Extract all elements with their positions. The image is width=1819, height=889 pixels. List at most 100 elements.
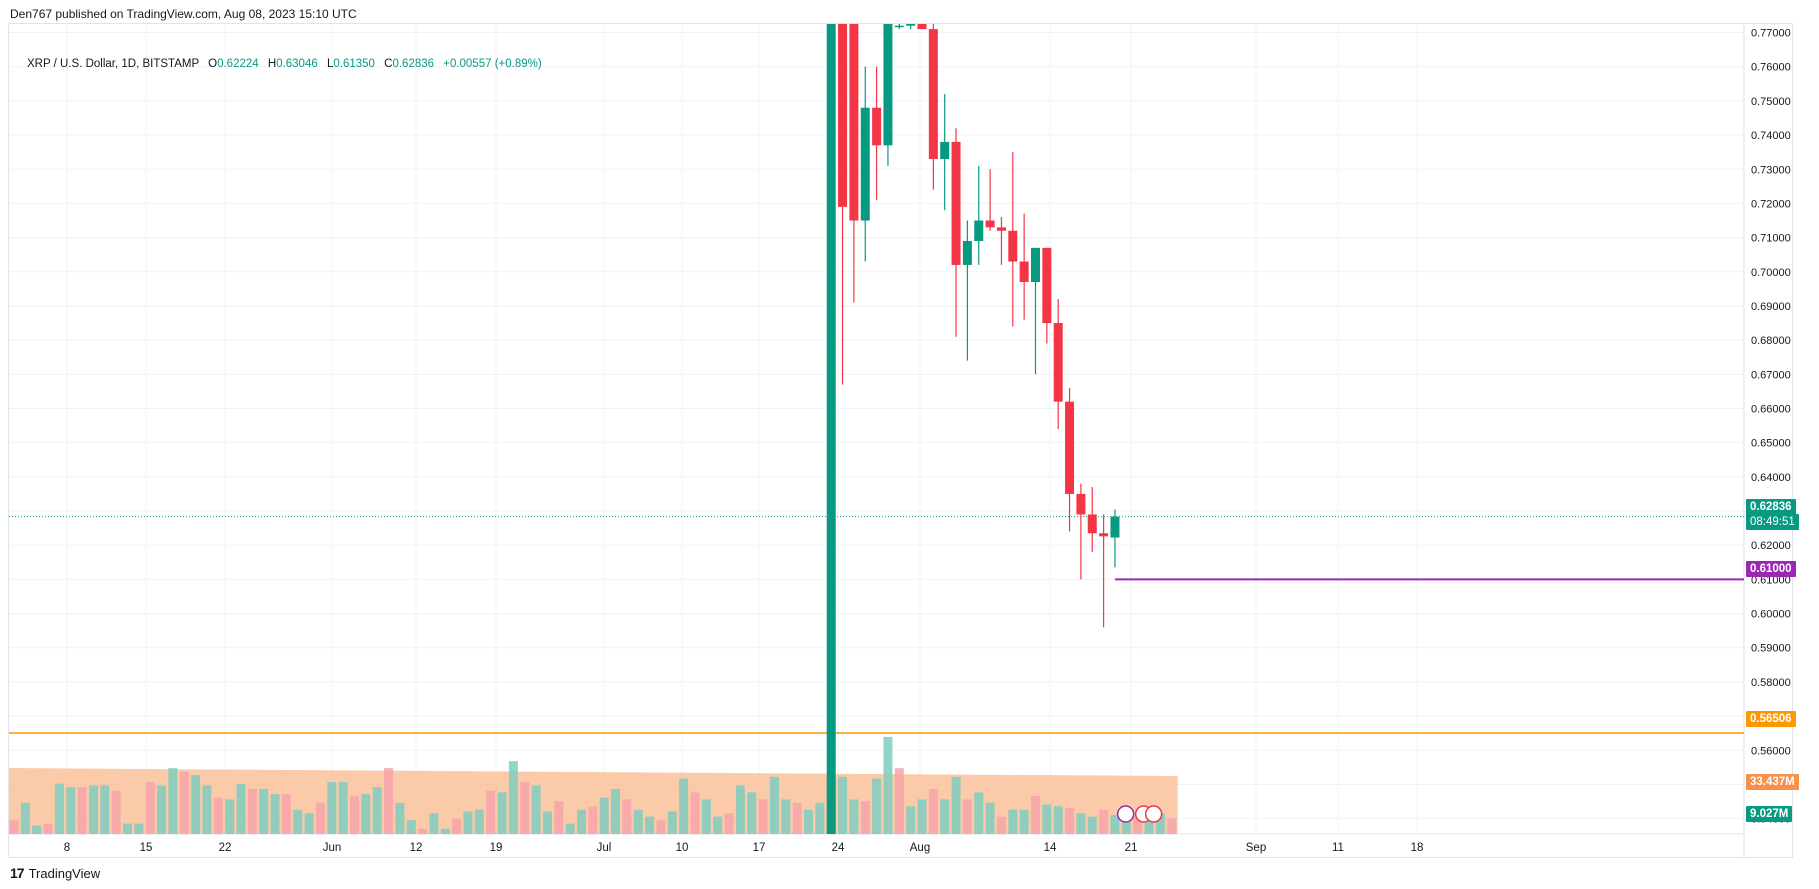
price-tick-label: 0.74000 — [1751, 130, 1791, 142]
volume-bar — [815, 802, 825, 834]
close-label: C — [384, 58, 393, 70]
candle-body — [1087, 514, 1097, 534]
price-tick-label: 0.67000 — [1751, 369, 1791, 381]
volume-bar — [338, 782, 348, 834]
volume-bar — [872, 778, 882, 834]
volume-bar — [645, 816, 655, 834]
volume-bar — [270, 794, 280, 834]
volume-bar — [236, 783, 246, 834]
us-flag-event-icon-2 — [1144, 805, 1163, 823]
volume-bar — [962, 799, 972, 834]
volume-bar — [497, 792, 507, 834]
volume-bar — [1031, 795, 1040, 834]
volume-bar — [611, 788, 621, 834]
candle-body — [838, 24, 848, 207]
support-level-badge: 0.61000 — [1746, 561, 1796, 577]
price-tick-label: 0.64000 — [1751, 472, 1791, 484]
price-tick-label: 0.66000 — [1751, 403, 1791, 415]
volume-bar — [20, 802, 30, 834]
volume-bar — [1121, 816, 1131, 834]
volume-bar — [985, 802, 995, 834]
price-tick-label: 0.62000 — [1751, 540, 1791, 552]
volume-bar — [838, 776, 848, 834]
volume-bar — [792, 802, 802, 834]
volume-bar — [1099, 809, 1109, 834]
volume-bar — [599, 797, 609, 834]
time-tick-label: 11 — [1332, 842, 1344, 854]
time-tick-label: Sep — [1246, 842, 1266, 854]
volume-bar — [134, 823, 144, 834]
volume-bar — [724, 813, 734, 834]
chart-frame: 0.540000.550000.560000.570000.580000.590… — [8, 23, 1794, 859]
volume-bar — [1155, 813, 1165, 834]
volume-bar — [1053, 806, 1063, 834]
price-tick-label: 0.71000 — [1751, 233, 1791, 245]
time-tick-label: 22 — [219, 842, 232, 854]
time-tick-label: Aug — [910, 842, 930, 854]
volume-bar — [622, 799, 632, 834]
volume-bar — [542, 811, 552, 834]
volume-bar — [247, 788, 257, 834]
time-tick-label: 17 — [753, 842, 766, 854]
volume-bar — [508, 761, 518, 834]
price-tick-label: 0.59000 — [1751, 643, 1791, 655]
candle-body — [894, 25, 904, 28]
current-price-badge: 0.62836 — [1746, 499, 1796, 515]
volume-bar — [281, 794, 291, 834]
candle-body — [1031, 247, 1040, 283]
volume-bar — [1087, 816, 1097, 834]
volume-bar — [1042, 804, 1052, 834]
volume-bar — [860, 801, 870, 834]
time-tick-label: 24 — [832, 842, 845, 854]
volume-bar — [474, 809, 484, 834]
volume-bar — [100, 785, 110, 834]
volume-bar — [974, 792, 984, 834]
volume-bar — [781, 799, 791, 834]
volume-bar — [849, 799, 859, 834]
price-tick-label: 0.73000 — [1751, 164, 1791, 176]
volume-ma-badge: 33.437M — [1746, 774, 1799, 790]
price-tick-label: 0.76000 — [1751, 62, 1791, 74]
countdown-badge: 08:49:51 — [1746, 514, 1799, 530]
time-tick-label: 21 — [1125, 842, 1138, 854]
time-tick-label: Jun — [323, 842, 342, 854]
volume-bar — [917, 799, 927, 834]
candle-body — [974, 220, 984, 242]
price-tick-label: 0.75000 — [1751, 96, 1791, 108]
time-tick-label: 10 — [676, 842, 689, 854]
publish-caption: Den767 published on TradingView.com, Aug… — [10, 7, 357, 21]
chart-canvas[interactable]: 0.540000.550000.560000.570000.580000.590… — [9, 24, 1794, 859]
volume-bar — [452, 818, 462, 834]
volume-bar — [145, 782, 155, 834]
price-tick-label: 0.60000 — [1751, 609, 1791, 621]
time-tick-label: Jul — [597, 842, 612, 854]
candle-body — [951, 141, 961, 265]
price-tick-label: 0.69000 — [1751, 301, 1791, 313]
volume-bar — [883, 736, 893, 834]
volume-bar — [1110, 814, 1120, 834]
price-tick-label: 0.77000 — [1751, 28, 1791, 40]
volume-bar — [758, 799, 768, 834]
volume-bar — [1019, 809, 1029, 834]
candle-body — [1110, 516, 1120, 538]
price-tick-label: 0.68000 — [1751, 335, 1791, 347]
volume-bar — [531, 785, 541, 834]
volume-bar — [1065, 808, 1075, 834]
low-label: L — [326, 58, 334, 70]
volume-bar — [361, 794, 371, 834]
tradingview-logo-icon: 17 — [10, 865, 25, 881]
high-value: 0.63046 — [276, 58, 318, 70]
candle-body — [1042, 247, 1052, 324]
high-label: H — [267, 58, 277, 70]
volume-bar — [1008, 809, 1018, 834]
volume-bar — [9, 820, 19, 834]
lightning-event-icon — [1116, 805, 1135, 823]
price-tick-label: 0.56000 — [1751, 745, 1791, 757]
time-tick-label: 19 — [490, 842, 503, 854]
volume-bar — [304, 813, 314, 834]
open-value: 0.62224 — [217, 58, 259, 70]
volume-bar — [633, 809, 643, 834]
volume-bar — [996, 816, 1006, 834]
volume-bar — [293, 809, 303, 834]
